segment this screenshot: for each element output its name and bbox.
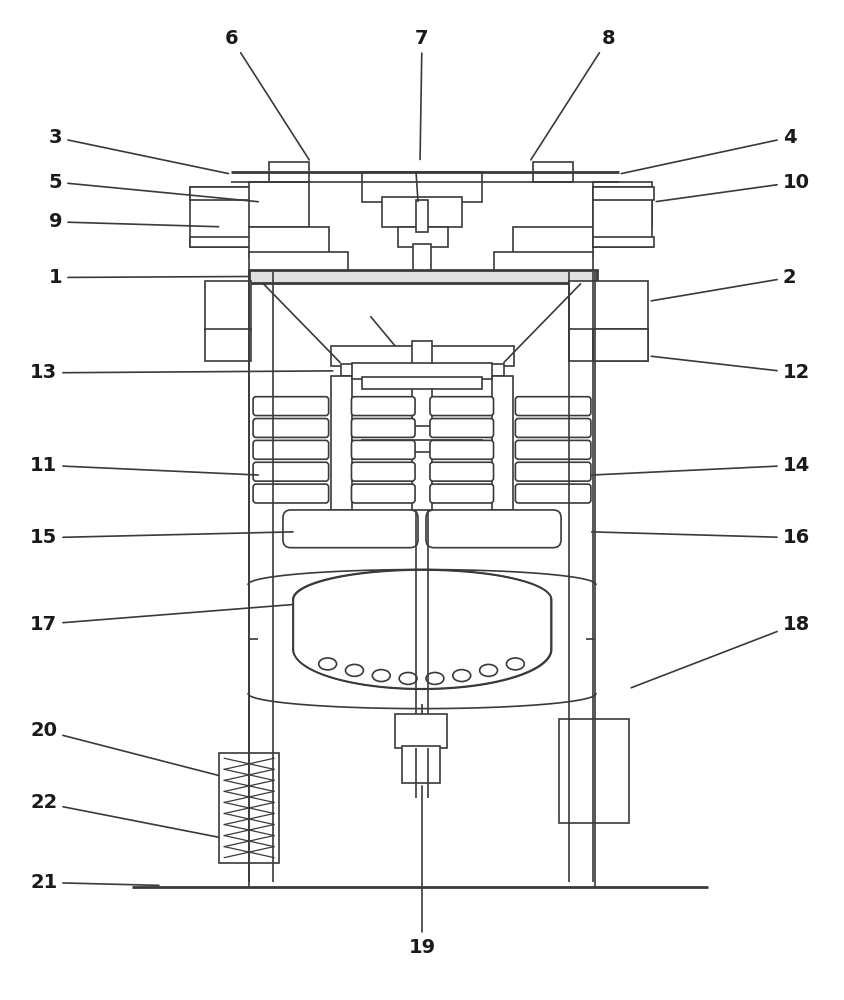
Bar <box>249 252 349 272</box>
FancyBboxPatch shape <box>351 440 415 459</box>
Bar <box>340 364 505 376</box>
Bar <box>362 440 482 452</box>
Bar <box>569 281 648 331</box>
Ellipse shape <box>319 658 337 670</box>
FancyBboxPatch shape <box>516 419 591 437</box>
FancyBboxPatch shape <box>351 484 415 503</box>
Text: 4: 4 <box>621 128 796 174</box>
Bar <box>491 376 513 510</box>
Bar <box>513 227 592 257</box>
Bar <box>402 746 440 783</box>
Text: 18: 18 <box>631 615 810 688</box>
FancyBboxPatch shape <box>516 462 591 481</box>
FancyBboxPatch shape <box>253 397 328 416</box>
Bar <box>569 329 648 361</box>
FancyBboxPatch shape <box>283 510 418 548</box>
Text: 15: 15 <box>30 528 293 547</box>
Text: 1: 1 <box>49 268 248 287</box>
Bar <box>249 227 328 257</box>
FancyBboxPatch shape <box>516 397 591 416</box>
FancyBboxPatch shape <box>516 484 591 503</box>
FancyBboxPatch shape <box>351 462 415 481</box>
Ellipse shape <box>506 658 524 670</box>
Bar <box>219 753 279 863</box>
Bar <box>592 187 654 200</box>
FancyBboxPatch shape <box>253 419 328 437</box>
Bar <box>353 363 491 379</box>
FancyBboxPatch shape <box>430 484 494 503</box>
Text: 10: 10 <box>657 173 809 202</box>
Bar <box>205 329 252 361</box>
Bar <box>494 252 592 272</box>
Bar <box>249 182 309 227</box>
FancyBboxPatch shape <box>430 419 494 437</box>
Text: 11: 11 <box>30 456 258 475</box>
FancyBboxPatch shape <box>351 397 415 416</box>
Text: 17: 17 <box>30 605 293 634</box>
Bar <box>362 588 482 603</box>
Bar <box>190 187 252 247</box>
FancyBboxPatch shape <box>253 484 328 503</box>
Text: 21: 21 <box>30 873 159 892</box>
Text: 13: 13 <box>30 363 333 382</box>
Text: 7: 7 <box>415 29 429 159</box>
Text: 14: 14 <box>592 456 810 475</box>
Ellipse shape <box>399 672 417 684</box>
Text: 5: 5 <box>49 173 258 202</box>
Bar <box>592 187 652 247</box>
Bar <box>533 162 573 182</box>
Ellipse shape <box>372 670 390 682</box>
Text: 9: 9 <box>49 212 219 231</box>
Bar <box>190 187 252 200</box>
Text: 20: 20 <box>30 721 219 775</box>
Ellipse shape <box>479 664 497 676</box>
Text: 2: 2 <box>652 268 796 301</box>
Bar <box>398 227 448 247</box>
Bar <box>416 200 428 232</box>
Bar <box>412 341 432 510</box>
Text: 3: 3 <box>49 128 229 174</box>
FancyBboxPatch shape <box>430 462 494 481</box>
Text: 6: 6 <box>225 29 309 160</box>
Text: 12: 12 <box>652 356 810 382</box>
Bar <box>249 270 597 283</box>
Bar <box>592 182 652 227</box>
FancyBboxPatch shape <box>516 440 591 459</box>
Text: 16: 16 <box>592 528 810 547</box>
Bar <box>382 197 462 227</box>
Ellipse shape <box>452 670 471 682</box>
Bar <box>362 172 482 202</box>
Bar <box>592 329 648 361</box>
Bar <box>190 237 252 247</box>
Bar <box>395 714 446 748</box>
Bar <box>592 237 654 247</box>
Bar <box>205 281 252 331</box>
FancyBboxPatch shape <box>253 462 328 481</box>
Bar <box>353 426 491 442</box>
FancyBboxPatch shape <box>430 440 494 459</box>
Bar <box>372 575 472 589</box>
Text: 8: 8 <box>531 29 615 160</box>
Bar <box>362 377 482 389</box>
Ellipse shape <box>345 664 364 676</box>
FancyBboxPatch shape <box>430 397 494 416</box>
Text: 22: 22 <box>30 793 219 837</box>
Bar <box>331 346 514 366</box>
Ellipse shape <box>426 672 444 684</box>
FancyBboxPatch shape <box>351 419 415 437</box>
Bar <box>269 162 309 182</box>
Bar <box>559 719 629 823</box>
FancyBboxPatch shape <box>253 440 328 459</box>
FancyBboxPatch shape <box>426 510 561 548</box>
Bar <box>331 376 353 510</box>
Bar <box>413 244 431 272</box>
Text: 19: 19 <box>408 786 436 957</box>
